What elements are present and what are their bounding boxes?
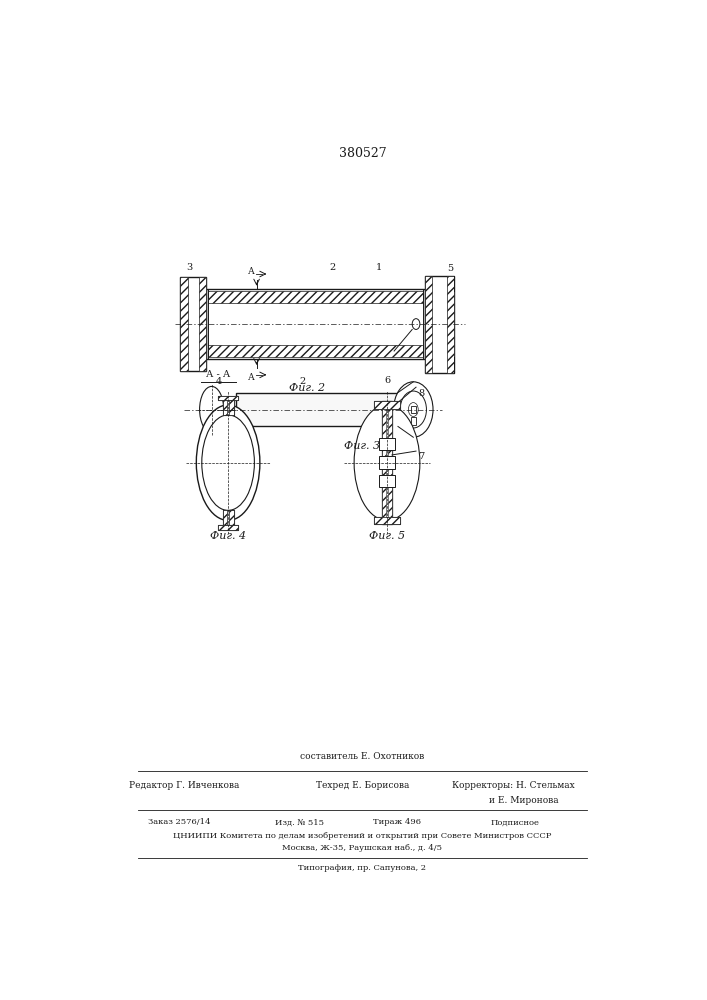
Bar (426, 276, 432, 373)
Bar (223, 398, 227, 415)
Bar (218, 396, 238, 400)
Text: Фиг. 4: Фиг. 4 (210, 531, 246, 541)
Text: А: А (247, 267, 255, 276)
Text: 4: 4 (216, 377, 222, 386)
Circle shape (400, 391, 426, 428)
Bar (382, 409, 385, 517)
Text: Техред Е. Борисова: Техред Е. Борисова (315, 781, 409, 790)
Text: Фиг. 5: Фиг. 5 (369, 531, 405, 541)
Circle shape (409, 403, 419, 416)
Text: Тираж 496: Тираж 496 (373, 818, 421, 826)
Text: 8: 8 (419, 389, 425, 398)
Text: Редактор Г. Ивченкова: Редактор Г. Ивченкова (129, 781, 240, 790)
Bar (223, 510, 227, 527)
Bar (426, 276, 454, 373)
Bar (218, 396, 238, 400)
Text: А - А: А - А (206, 370, 230, 379)
Bar (411, 417, 416, 425)
Bar (229, 398, 233, 415)
Ellipse shape (199, 386, 223, 433)
Bar (206, 289, 426, 359)
Bar (223, 510, 233, 527)
Bar (448, 276, 454, 373)
Bar (229, 510, 233, 527)
Bar (223, 398, 233, 415)
Text: 2: 2 (329, 263, 335, 272)
Bar (199, 277, 206, 371)
Bar (375, 401, 399, 409)
Circle shape (412, 319, 420, 329)
Bar (380, 456, 395, 469)
Text: Типография, пр. Сапунова, 2: Типография, пр. Сапунова, 2 (298, 864, 426, 872)
Bar (375, 517, 399, 524)
Text: и Е. Миронова: и Е. Миронова (489, 796, 559, 805)
Bar (218, 525, 238, 530)
Bar (209, 291, 423, 303)
Text: Москва, Ж-35, Раушская наб., д. 4/5: Москва, Ж-35, Раушская наб., д. 4/5 (282, 844, 443, 852)
Bar (180, 277, 187, 371)
Text: Фиг. 3: Фиг. 3 (344, 441, 380, 451)
Ellipse shape (354, 405, 420, 520)
Bar (180, 277, 206, 371)
Text: А: А (247, 373, 255, 382)
Text: 5: 5 (447, 264, 453, 273)
Bar (218, 525, 238, 530)
Text: Заказ 2576/14: Заказ 2576/14 (148, 818, 210, 826)
Bar (236, 393, 398, 426)
Bar (209, 345, 423, 357)
Text: Изд. № 515: Изд. № 515 (275, 818, 324, 826)
Text: 380527: 380527 (339, 147, 386, 160)
Text: 1: 1 (375, 263, 382, 272)
Text: ЦНИИПИ Комитета по делам изобретений и открытий при Совете Министров СССР: ЦНИИПИ Комитета по делам изобретений и о… (173, 832, 551, 840)
Bar (382, 401, 392, 524)
Circle shape (394, 382, 433, 437)
Text: 2: 2 (299, 377, 305, 386)
Text: 3: 3 (187, 263, 193, 272)
Text: Фиг. 2: Фиг. 2 (289, 383, 326, 393)
Ellipse shape (201, 415, 255, 510)
Bar (380, 438, 395, 450)
Text: Корректоры: Н. Стельмах: Корректоры: Н. Стельмах (452, 781, 574, 790)
Bar (375, 401, 399, 409)
Ellipse shape (197, 405, 260, 520)
Text: 7: 7 (419, 452, 425, 461)
Bar (375, 517, 399, 524)
Text: 6: 6 (384, 376, 390, 385)
Text: составитель Е. Охотников: составитель Е. Охотников (300, 752, 424, 761)
Bar (411, 406, 416, 413)
Bar (388, 409, 392, 517)
Text: Подписное: Подписное (490, 818, 539, 826)
Bar (380, 475, 395, 487)
